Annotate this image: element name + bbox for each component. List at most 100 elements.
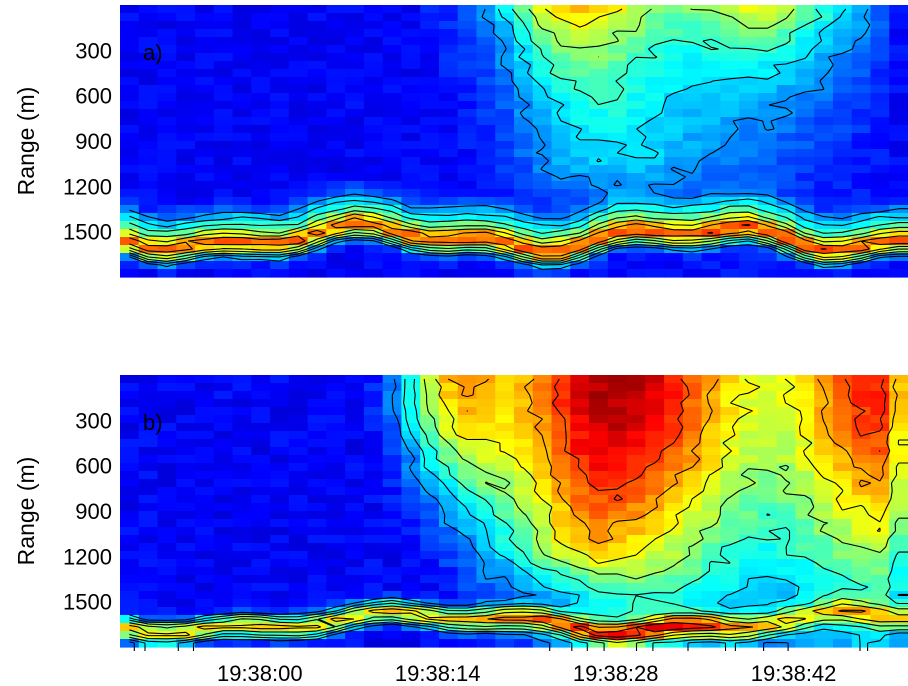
panel-a-cell	[138, 149, 159, 158]
panel-b-cell	[120, 607, 140, 616]
panel-b-cell	[401, 487, 421, 496]
panel-b-cell	[382, 479, 403, 488]
panel-b-cell	[176, 415, 196, 424]
panel-a-cell	[776, 221, 797, 230]
panel-a-cell	[889, 197, 908, 206]
panel-b-cell	[420, 487, 440, 496]
panel-b-cell	[363, 463, 384, 472]
panel-a-cell	[288, 133, 309, 142]
panel-a-cell	[401, 45, 421, 54]
panel-b-cell	[701, 511, 721, 520]
panel-b-cell	[701, 415, 721, 424]
panel-a-cell	[363, 53, 384, 62]
panel-a-cell	[664, 29, 684, 38]
panel-a-cell	[157, 245, 177, 254]
panel-a-cell	[495, 213, 515, 222]
panel-a-cell	[682, 53, 703, 62]
panel-b-cell	[701, 431, 721, 440]
panel-b-cell	[213, 631, 234, 640]
panel-b-cell	[457, 463, 478, 472]
panel-b-cell	[120, 551, 140, 560]
panel-b-cell	[795, 551, 815, 560]
panel-a-cell	[476, 181, 496, 190]
panel-b-cell	[363, 631, 384, 640]
panel-b-cell	[514, 479, 534, 488]
panel-b-cell	[682, 519, 703, 528]
panel-a-cell	[795, 77, 815, 86]
panel-b-cell	[720, 399, 740, 408]
panel-a-cell	[682, 173, 703, 182]
panel-a-cell	[401, 197, 421, 206]
panel-b-cell	[795, 631, 815, 640]
panel-a-cell	[157, 141, 177, 150]
panel-a-cell	[457, 189, 478, 198]
panel-b-cell	[420, 495, 440, 504]
panel-b-cell	[176, 551, 196, 560]
panel-a-cell	[176, 205, 196, 214]
panel-b-cell	[514, 567, 534, 576]
panel-a-cell	[739, 109, 759, 118]
panel-b-cell	[739, 591, 759, 600]
panel-b-cell	[138, 439, 159, 448]
panel-b-contour	[551, 378, 887, 638]
panel-b-cell	[232, 631, 252, 640]
panel-a-cell	[645, 69, 665, 78]
panel-a-cell	[720, 117, 740, 126]
panel-a-cell	[495, 141, 515, 150]
panel-b-cell	[701, 583, 721, 592]
panel-b-cell	[438, 455, 459, 464]
panel-b-cell	[720, 575, 740, 584]
panel-a-cell	[495, 237, 515, 246]
panel-a-cell	[251, 5, 271, 14]
panel-b-cell	[851, 479, 872, 488]
panel-b-cell	[795, 471, 815, 480]
panel-a-cell	[138, 125, 159, 134]
panel-a-cell	[832, 141, 853, 150]
panel-b-cell	[607, 375, 628, 384]
panel-b-cell	[401, 495, 421, 504]
panel-b-cell	[589, 455, 609, 464]
panel-b-cell	[420, 567, 440, 576]
panel-a-cell	[120, 149, 140, 158]
panel-b-cell	[288, 527, 309, 536]
panel-a-cell	[401, 101, 421, 110]
panel-a-cell	[476, 93, 496, 102]
panel-b-cell	[664, 455, 684, 464]
panel-a-cell	[739, 101, 759, 110]
panel-a-cell	[307, 109, 327, 118]
panel-a-cell	[889, 221, 908, 230]
panel-b-cell	[232, 487, 252, 496]
panel-b-cell	[307, 575, 327, 584]
panel-a-cell	[514, 69, 534, 78]
panel-a-cell	[363, 181, 384, 190]
panel-a-cell	[664, 261, 684, 270]
panel-b-cell	[457, 487, 478, 496]
panel-b-cell	[682, 567, 703, 576]
panel-a-cell	[739, 13, 759, 22]
panel-a-cell	[757, 93, 778, 102]
panel-b-cell	[795, 439, 815, 448]
panel-a-cell	[664, 21, 684, 30]
panel-a-cell	[195, 5, 215, 14]
panel-a-cell	[476, 85, 496, 94]
panel-b-cell	[720, 583, 740, 592]
panel-b-cell	[589, 439, 609, 448]
panel-a-cell	[570, 85, 590, 94]
panel-b-cell	[701, 399, 721, 408]
panel-a-cell	[682, 261, 703, 270]
panel-b-cell	[795, 519, 815, 528]
panel-a-cell	[814, 5, 834, 14]
panel-b-cell	[514, 439, 534, 448]
panel-a-cell	[382, 45, 403, 54]
panel-b-cell	[607, 519, 628, 528]
panel-b-cell	[626, 535, 646, 544]
panel-b-cell	[326, 535, 346, 544]
panel-b-cell	[345, 615, 365, 624]
panel-b-cell	[176, 471, 196, 480]
panel-b-cell	[551, 535, 571, 544]
panel-a-cell	[682, 269, 703, 278]
panel-b-cell	[532, 479, 553, 488]
panel-a-cell	[326, 237, 346, 246]
panel-a-cell	[120, 261, 140, 270]
panel-a-cell	[607, 69, 628, 78]
